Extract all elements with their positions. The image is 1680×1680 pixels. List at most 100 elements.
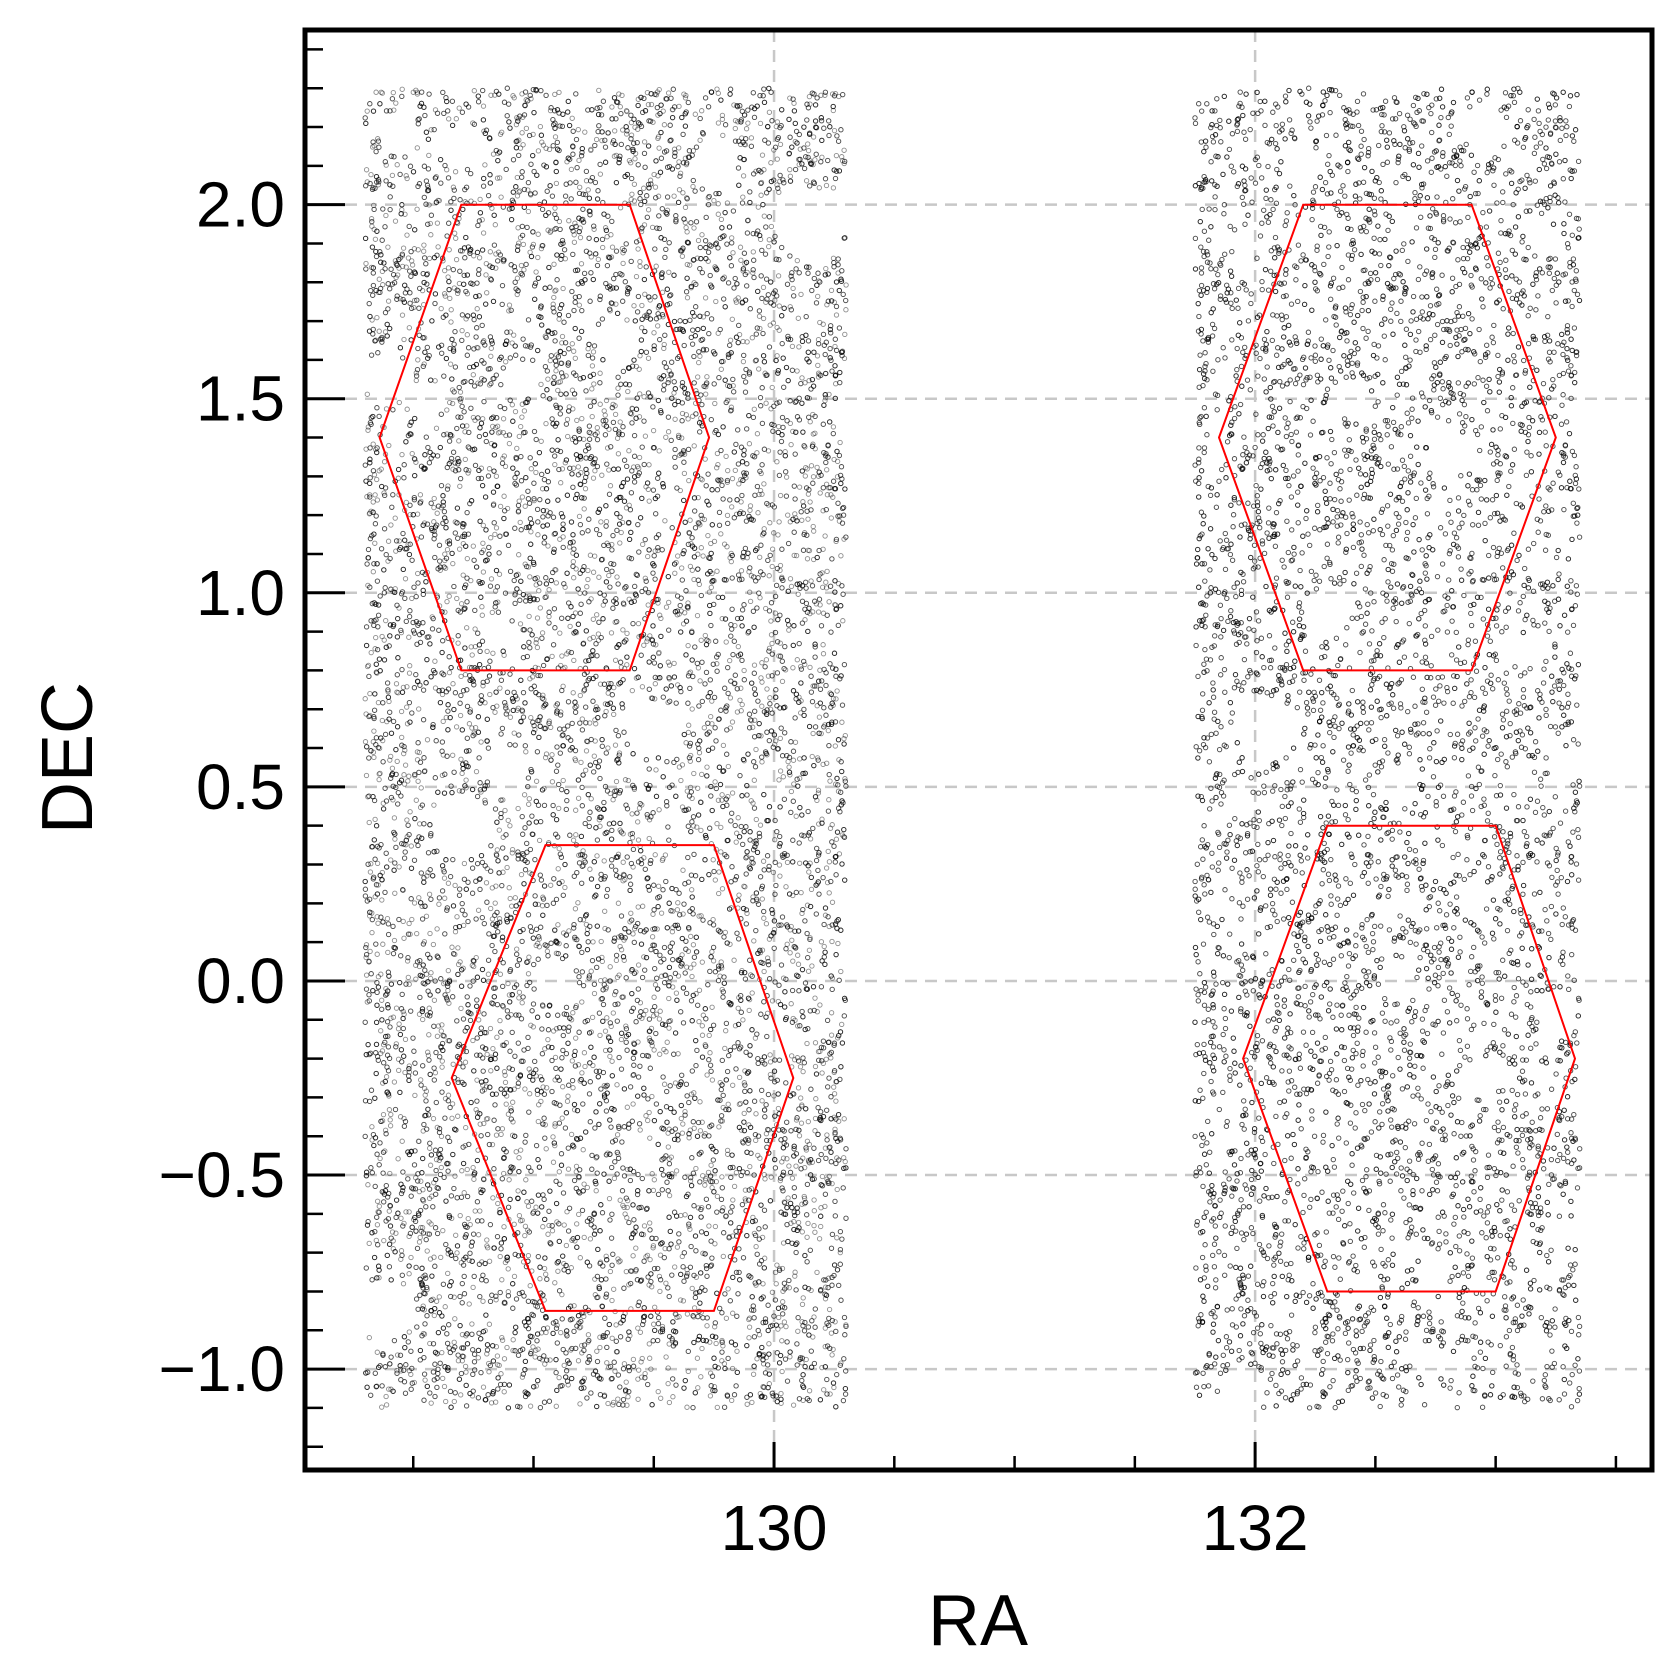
data-point: [739, 701, 745, 708]
data-point: [383, 1393, 389, 1400]
data-point: [536, 717, 543, 724]
data-point: [466, 721, 473, 727]
data-point: [790, 1402, 797, 1408]
data-point: [458, 1005, 464, 1012]
data-point: [463, 1124, 469, 1131]
data-point: [470, 414, 477, 421]
data-point: [501, 1170, 507, 1177]
data-point: [483, 1116, 490, 1122]
data-point: [563, 373, 569, 379]
data-point: [547, 229, 553, 235]
data-point: [383, 617, 389, 624]
data-point: [480, 522, 486, 529]
data-point: [509, 1132, 516, 1138]
data-point: [700, 553, 706, 559]
data-point: [687, 1178, 694, 1184]
data-point: [748, 1185, 755, 1192]
data-point: [835, 940, 841, 947]
data-point: [790, 892, 796, 899]
data-point: [741, 1110, 747, 1117]
data-point: [811, 1314, 817, 1320]
data-point: [416, 706, 422, 712]
data-point: [689, 628, 695, 634]
data-point: [561, 1222, 567, 1228]
data-point: [620, 1202, 626, 1209]
data-point: [512, 590, 519, 596]
data-point: [747, 507, 753, 513]
data-point: [798, 889, 804, 896]
data-point: [793, 552, 800, 559]
data-point: [684, 261, 690, 268]
data-point: [805, 1118, 811, 1125]
data-point: [643, 1254, 649, 1260]
data-point: [533, 469, 539, 476]
data-point: [683, 740, 689, 746]
data-point: [595, 1294, 601, 1300]
data-point: [732, 1023, 739, 1029]
data-point: [507, 206, 513, 212]
data-point: [658, 615, 664, 622]
data-point: [374, 1198, 381, 1204]
data-point: [730, 383, 736, 389]
data-point: [650, 911, 656, 917]
data-point: [800, 1068, 806, 1075]
data-point: [620, 127, 626, 133]
data-point: [484, 782, 491, 789]
data-point: [724, 382, 731, 389]
data-point: [769, 384, 775, 391]
data-point: [681, 470, 688, 477]
data-point: [470, 1284, 476, 1291]
data-point: [744, 339, 750, 345]
data-point: [592, 738, 598, 744]
data-point: [533, 1383, 539, 1389]
data-point: [461, 605, 467, 611]
data-point: [702, 1042, 708, 1048]
data-point: [578, 759, 584, 766]
data-point: [637, 1127, 643, 1133]
data-point: [436, 197, 442, 204]
data-point: [751, 662, 758, 668]
data-point: [367, 492, 373, 498]
data-point: [467, 707, 473, 713]
data-point: [828, 1010, 835, 1016]
data-point: [516, 240, 522, 246]
data-point: [431, 802, 437, 808]
data-point: [781, 1199, 787, 1205]
data-point: [621, 1204, 627, 1211]
data-point: [368, 264, 375, 271]
data-point: [690, 257, 696, 263]
data-point: [528, 96, 534, 102]
data-point: [756, 313, 763, 319]
data-point: [427, 1256, 434, 1262]
data-point: [637, 1000, 644, 1006]
data-point: [628, 119, 635, 126]
data-point: [365, 582, 371, 589]
data-point: [749, 990, 755, 996]
data-point: [674, 612, 680, 618]
data-point: [543, 751, 550, 757]
data-point: [749, 335, 755, 341]
data-point: [648, 1025, 655, 1032]
data-point: [803, 1356, 809, 1363]
data-point: [545, 376, 551, 382]
data-point: [800, 499, 806, 505]
data-point: [735, 1005, 741, 1011]
data-point: [788, 441, 794, 448]
data-point: [616, 750, 623, 756]
data-point: [830, 702, 836, 708]
data-point: [745, 1140, 751, 1146]
data-point: [460, 540, 466, 547]
data-point: [397, 1114, 404, 1120]
data-point: [442, 293, 448, 299]
data-point: [562, 584, 568, 590]
data-point: [408, 1254, 414, 1261]
scatter-points: [362, 85, 1583, 1411]
data-point: [832, 1131, 838, 1138]
data-point: [719, 965, 725, 971]
data-point: [511, 1221, 517, 1227]
data-point: [684, 1267, 690, 1273]
data-point: [580, 1147, 586, 1153]
data-point: [484, 1051, 490, 1058]
data-point: [601, 1392, 608, 1398]
